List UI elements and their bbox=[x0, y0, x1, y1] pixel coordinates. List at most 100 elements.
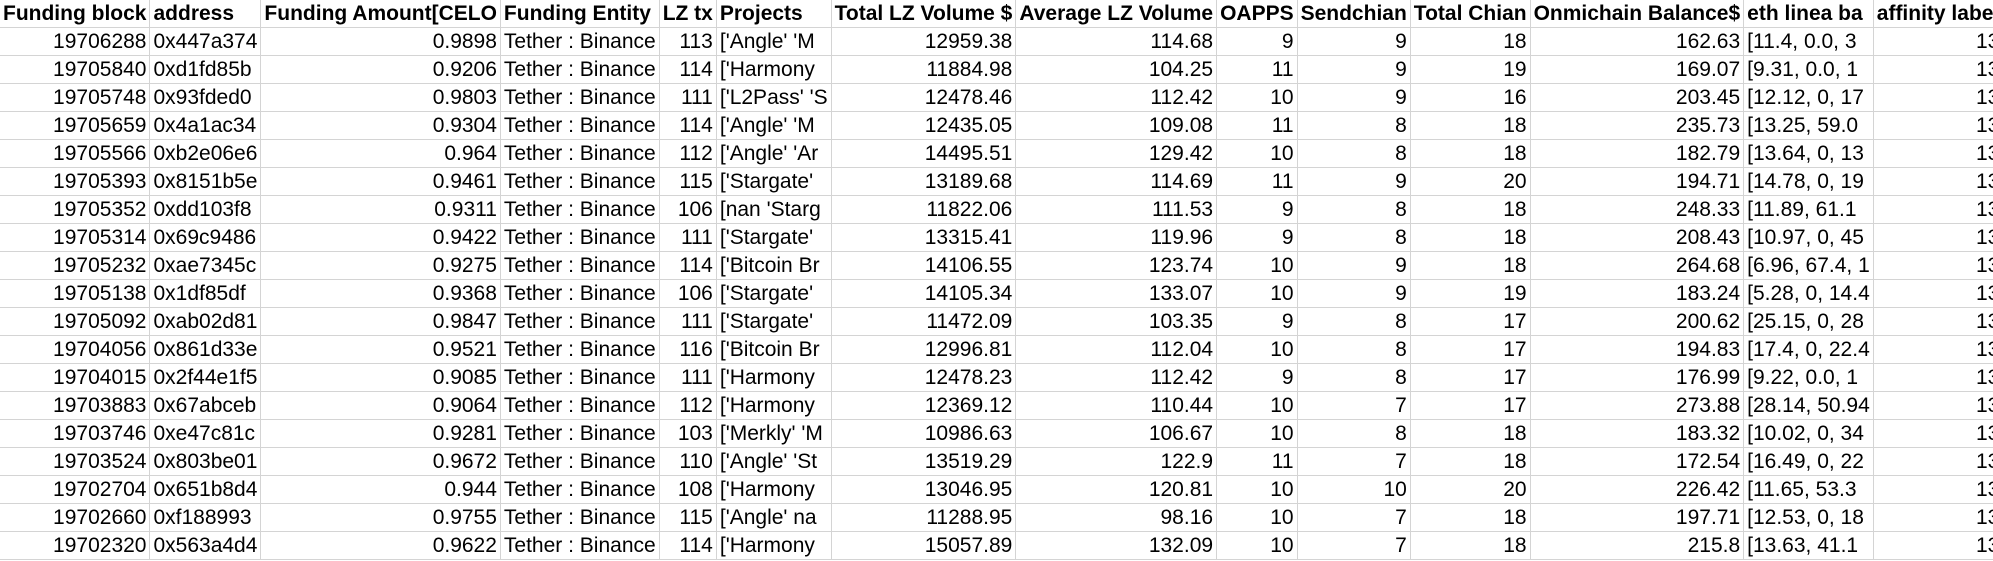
table-cell[interactable]: 13 bbox=[1873, 83, 1993, 112]
table-cell[interactable]: Tether : Binance bbox=[500, 447, 660, 476]
table-cell[interactable]: ['Angle' na bbox=[716, 503, 832, 532]
column-header[interactable]: eth linea ba bbox=[1743, 0, 1874, 28]
table-cell[interactable]: 19704015 bbox=[0, 363, 151, 392]
table-cell[interactable]: 19 bbox=[1410, 55, 1531, 84]
table-cell[interactable]: Tether : Binance bbox=[500, 167, 660, 196]
table-cell[interactable]: 19705393 bbox=[0, 167, 151, 196]
table-cell[interactable]: 19703883 bbox=[0, 391, 151, 420]
table-cell[interactable]: 9 bbox=[1297, 251, 1411, 280]
table-cell[interactable]: 215.8 bbox=[1530, 531, 1745, 560]
table-cell[interactable]: 0.9275 bbox=[260, 251, 501, 280]
table-cell[interactable]: 9 bbox=[1297, 55, 1411, 84]
column-header[interactable]: Average LZ Volume bbox=[1015, 0, 1218, 28]
table-cell[interactable]: 19705092 bbox=[0, 307, 151, 336]
table-cell[interactable]: 8 bbox=[1297, 223, 1411, 252]
table-cell[interactable]: 115 bbox=[659, 503, 717, 532]
table-cell[interactable]: 10 bbox=[1216, 531, 1298, 560]
table-cell[interactable]: 14495.51 bbox=[831, 139, 1017, 168]
table-cell[interactable]: 17 bbox=[1410, 391, 1531, 420]
table-cell[interactable]: 19 bbox=[1410, 279, 1531, 308]
table-cell[interactable]: 17 bbox=[1410, 335, 1531, 364]
table-cell[interactable]: Tether : Binance bbox=[500, 251, 660, 280]
table-cell[interactable]: 132.09 bbox=[1015, 531, 1218, 560]
table-cell[interactable]: 19704056 bbox=[0, 335, 151, 364]
table-cell[interactable]: Tether : Binance bbox=[500, 503, 660, 532]
table-cell[interactable]: 9 bbox=[1216, 307, 1298, 336]
table-cell[interactable]: 264.68 bbox=[1530, 251, 1745, 280]
table-cell[interactable]: 0.9311 bbox=[260, 195, 501, 224]
table-cell[interactable]: 12478.23 bbox=[831, 363, 1017, 392]
table-cell[interactable]: 18 bbox=[1410, 139, 1531, 168]
table-cell[interactable]: 17 bbox=[1410, 307, 1531, 336]
table-cell[interactable]: 114 bbox=[659, 55, 717, 84]
table-cell[interactable]: Tether : Binance bbox=[500, 531, 660, 560]
table-cell[interactable]: 13 bbox=[1873, 503, 1993, 532]
table-cell[interactable]: 14105.34 bbox=[831, 279, 1017, 308]
table-cell[interactable]: 10 bbox=[1216, 251, 1298, 280]
table-cell[interactable]: 104.25 bbox=[1015, 55, 1218, 84]
table-cell[interactable]: 19705659 bbox=[0, 111, 151, 140]
table-cell[interactable]: Tether : Binance bbox=[500, 27, 660, 56]
table-cell[interactable]: [13.63, 41.1 bbox=[1743, 531, 1874, 560]
table-cell[interactable]: 112.42 bbox=[1015, 83, 1218, 112]
table-cell[interactable]: 19705748 bbox=[0, 83, 151, 112]
table-cell[interactable]: 273.88 bbox=[1530, 391, 1745, 420]
table-cell[interactable]: 194.83 bbox=[1530, 335, 1745, 364]
table-cell[interactable]: 133.07 bbox=[1015, 279, 1218, 308]
table-cell[interactable]: ['Angle' 'St bbox=[716, 447, 832, 476]
table-cell[interactable]: 11 bbox=[1216, 167, 1298, 196]
table-cell[interactable]: ['Stargate' bbox=[716, 279, 832, 308]
table-cell[interactable]: 13 bbox=[1873, 335, 1993, 364]
table-cell[interactable]: 18 bbox=[1410, 419, 1531, 448]
table-cell[interactable]: 19705232 bbox=[0, 251, 151, 280]
table-cell[interactable]: 110.44 bbox=[1015, 391, 1218, 420]
table-cell[interactable]: [12.53, 0, 18 bbox=[1743, 503, 1874, 532]
column-header[interactable]: affinity label bbox=[1873, 0, 1993, 28]
table-cell[interactable]: Tether : Binance bbox=[500, 363, 660, 392]
table-cell[interactable]: ['Angle' 'M bbox=[716, 111, 832, 140]
table-cell[interactable]: 0.9281 bbox=[260, 419, 501, 448]
table-cell[interactable]: 0.9803 bbox=[260, 83, 501, 112]
table-cell[interactable]: 0x93fded0 bbox=[149, 83, 262, 112]
table-cell[interactable]: 0x67abceb bbox=[149, 391, 262, 420]
table-cell[interactable]: 13 bbox=[1873, 307, 1993, 336]
table-cell[interactable]: 19702320 bbox=[0, 531, 151, 560]
table-cell[interactable]: 0xb2e06e6 bbox=[149, 139, 262, 168]
table-cell[interactable]: Tether : Binance bbox=[500, 279, 660, 308]
table-cell[interactable]: 19703746 bbox=[0, 419, 151, 448]
table-cell[interactable]: [10.97, 0, 45 bbox=[1743, 223, 1874, 252]
table-cell[interactable]: 0.9847 bbox=[260, 307, 501, 336]
table-cell[interactable]: 176.99 bbox=[1530, 363, 1745, 392]
table-cell[interactable]: 7 bbox=[1297, 531, 1411, 560]
table-cell[interactable]: 194.71 bbox=[1530, 167, 1745, 196]
table-cell[interactable]: 12369.12 bbox=[831, 391, 1017, 420]
table-cell[interactable]: 13 bbox=[1873, 475, 1993, 504]
table-cell[interactable]: 13 bbox=[1873, 55, 1993, 84]
table-cell[interactable]: ['Angle' 'M bbox=[716, 27, 832, 56]
table-cell[interactable]: 9 bbox=[1216, 363, 1298, 392]
table-cell[interactable]: 13 bbox=[1873, 139, 1993, 168]
column-header[interactable]: address bbox=[149, 0, 262, 28]
table-cell[interactable]: 13 bbox=[1873, 531, 1993, 560]
table-cell[interactable]: [25.15, 0, 28 bbox=[1743, 307, 1874, 336]
table-cell[interactable]: 19705314 bbox=[0, 223, 151, 252]
table-cell[interactable]: 8 bbox=[1297, 111, 1411, 140]
table-cell[interactable]: 19705566 bbox=[0, 139, 151, 168]
table-cell[interactable]: 7 bbox=[1297, 391, 1411, 420]
table-cell[interactable]: 0.9304 bbox=[260, 111, 501, 140]
table-cell[interactable]: 13 bbox=[1873, 363, 1993, 392]
table-cell[interactable]: 116 bbox=[659, 335, 717, 364]
table-cell[interactable]: ['Harmony bbox=[716, 363, 832, 392]
table-cell[interactable]: 169.07 bbox=[1530, 55, 1745, 84]
table-cell[interactable]: 11 bbox=[1216, 447, 1298, 476]
table-cell[interactable]: 106 bbox=[659, 195, 717, 224]
table-cell[interactable]: ['Harmony bbox=[716, 55, 832, 84]
table-cell[interactable]: ['Angle' 'Ar bbox=[716, 139, 832, 168]
table-cell[interactable]: 18 bbox=[1410, 27, 1531, 56]
table-cell[interactable]: 7 bbox=[1297, 503, 1411, 532]
table-cell[interactable]: 18 bbox=[1410, 111, 1531, 140]
table-cell[interactable]: 122.9 bbox=[1015, 447, 1218, 476]
table-cell[interactable]: 13 bbox=[1873, 391, 1993, 420]
table-cell[interactable]: ['Harmony bbox=[716, 531, 832, 560]
table-cell[interactable]: 16 bbox=[1410, 83, 1531, 112]
